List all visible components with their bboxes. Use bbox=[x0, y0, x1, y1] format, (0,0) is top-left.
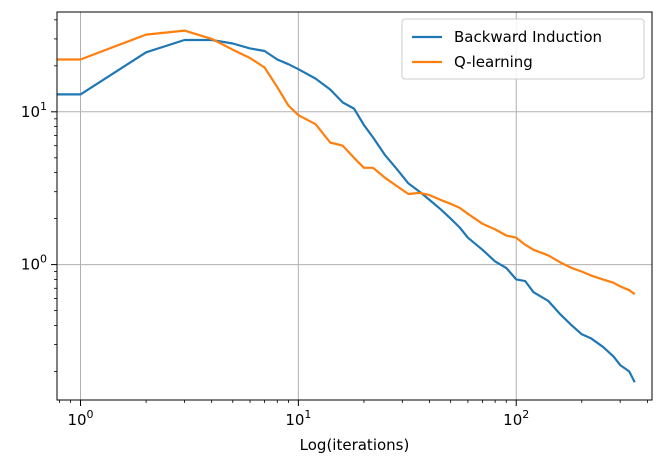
x-axis-label: Log(iterations) bbox=[300, 436, 410, 454]
legend-label: Q-learning bbox=[454, 53, 533, 71]
series-lines bbox=[57, 29, 636, 383]
legend-box bbox=[401, 18, 645, 80]
y-tick-label: 101 bbox=[21, 100, 47, 121]
x-tick-label: 101 bbox=[285, 408, 311, 429]
x-tick-label: 102 bbox=[503, 408, 529, 429]
y-tick-label: 100 bbox=[21, 253, 47, 274]
legend-label: Backward Induction bbox=[454, 28, 602, 46]
series-line-backward-induction bbox=[57, 38, 636, 383]
axis-ticks: 100 101 102 100 101 bbox=[21, 19, 648, 429]
x-tick-label: 100 bbox=[67, 408, 93, 429]
series-line-q-learning bbox=[57, 29, 636, 296]
legend: Backward Induction Q-learning bbox=[401, 18, 645, 80]
plot-frame bbox=[56, 11, 653, 401]
